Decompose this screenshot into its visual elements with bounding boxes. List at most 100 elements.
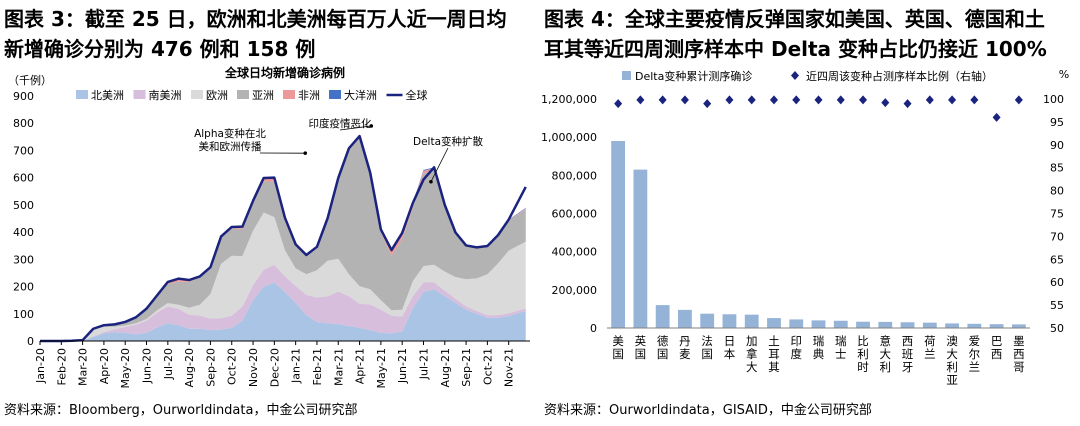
y-tick-label: 200 [13,281,34,294]
legend-label: 欧洲 [206,89,228,102]
y-tick-label: 300 [13,253,34,266]
y-tick-label: 100 [13,308,34,321]
x-tick-label: 印度 [790,334,802,361]
right-source-note: 资料来源：Ourworldindata，GISAID，中金公司研究部 [544,403,872,418]
x-tick-text: 墨西哥 [1013,334,1025,374]
x-tick-char: 拿 [746,347,758,361]
x-tick-text: 法国 [701,334,713,361]
legend-item: 大洋洲 [329,88,377,102]
y2-tick-label: 95 [1050,116,1064,129]
bar [833,320,848,328]
x-tick-label: Oct-21 [481,348,494,385]
x-tick-label: 土耳其 [768,334,780,374]
x-tick-label: Feb-21 [311,348,324,385]
x-tick-label: Sep-21 [460,348,473,387]
total-line [40,134,527,343]
annotation-arrow-head [303,151,308,155]
y-tick-label: 700 [13,144,34,157]
x-tick-label: Sep-20 [204,348,217,387]
share-marker [992,112,1001,122]
left-title-line1: 图表 3：截至 25 日，欧洲和北美洲每百万人近一周日均 [4,7,507,31]
legend-label: 近四周该变种占测序样本比例（右轴） [806,69,993,83]
x-tick-char: 意 [880,334,892,348]
x-tick-char: 典 [813,347,825,361]
x-tick-char: 度 [790,347,802,361]
y-tick-label: 900 [13,90,34,103]
legend-label: 非洲 [298,89,320,102]
share-marker [747,95,756,105]
x-tick-text: 比利时 [857,334,869,374]
x-tick-char: 德 [657,334,669,348]
x-tick-label: 瑞士 [835,334,847,361]
x-tick-label: 荷兰 [924,334,936,361]
bar [922,322,937,328]
x-tick-char: 尔 [969,347,981,361]
x-tick-text: 美国 [612,334,624,361]
x-tick-label: Jul-20 [162,348,175,380]
bar [678,309,692,328]
x-tick-label: Apr-20 [98,348,111,384]
legend-swatch [76,90,88,99]
legend-swatch [329,90,341,99]
x-tick-label: 瑞典 [813,334,825,361]
legend-item: 非洲 [283,89,320,102]
area-series [40,137,526,341]
x-tick-char: 比 [857,334,869,348]
share-marker [881,98,890,108]
y-tick-label: 600 [13,172,34,185]
x-tick-label: Apr-21 [354,348,367,384]
x-tick-label: 日本 [724,334,736,361]
x-tick-label: 爱尔兰 [969,334,981,374]
x-tick-char: 班 [902,347,914,361]
y-tick-label: 400,000 [552,246,598,259]
y2-tick-label: 55 [1050,299,1064,312]
x-tick-char: 澳 [946,334,958,348]
x-tick-label: 英国 [635,334,647,361]
x-tick-char: 国 [657,347,669,361]
x-tick-char: 加 [746,334,758,348]
x-tick-char: 西 [902,334,914,348]
share-marker [925,95,934,105]
legend-swatch [791,71,799,80]
x-tick-label: 墨西哥 [1013,334,1025,374]
x-tick-char: 兰 [924,347,936,361]
x-tick-label: May-20 [119,348,132,389]
x-tick-text: 西班牙 [902,334,914,374]
legend-swatch [191,90,203,99]
share-marker [903,99,912,109]
bar [700,313,715,328]
bar [989,324,1004,328]
x-tick-label: 西班牙 [902,334,914,374]
x-tick-char: 荷 [924,334,936,348]
x-tick-label: Jun-21 [396,348,409,384]
x-tick-label: Jan-20 [34,348,47,384]
chart-title: 全球日均新增确诊病例 [224,65,345,80]
y2-tick-label: 60 [1050,276,1064,289]
x-tick-label: 比利时 [857,334,869,374]
legend-item: 全球 [386,88,428,102]
area-series [40,264,526,341]
x-tick-text: 加拿大 [746,334,758,374]
x-tick-label: Jul-21 [417,348,430,380]
x-tick-text: 印度 [790,334,802,361]
share-marker [769,95,778,105]
x-tick-char: 士 [835,347,847,361]
y-tick-label: 200,000 [552,284,598,297]
y-tick-label: 0 [590,322,597,335]
y-tick-label: 600,000 [552,208,598,221]
y-tick-label: 1,000,000 [541,131,597,144]
x-tick-char: 瑞 [813,334,825,348]
bar [744,314,759,328]
bar-chart: Delta变种累计测序确诊 近四周该变种占测序样本比例（右轴） % 0 200,000 4… [541,68,1069,387]
y2-tick-label: 80 [1050,185,1064,198]
annotation-arrow-line [430,147,449,182]
y-axis-unit-label: （千例） [8,73,52,87]
share-marker [680,95,689,105]
x-tick-text: 爱尔兰 [969,334,981,374]
x-tick-char: 日 [724,334,736,348]
annotation-text: 美和欧洲传播 [199,140,262,153]
x-tick-char: 巴 [991,334,1003,348]
right-chart-panel: 图表 4：全球主要疫情反弹国家如美国、英国、德国和土 耳其等近四周测序样本中 D… [540,0,1080,426]
left-chart-panel: 图表 3：截至 25 日，欧洲和北美洲每百万人近一周日均 新增确诊分别为 476… [0,0,538,426]
x-tick-label: Aug-21 [439,348,452,387]
